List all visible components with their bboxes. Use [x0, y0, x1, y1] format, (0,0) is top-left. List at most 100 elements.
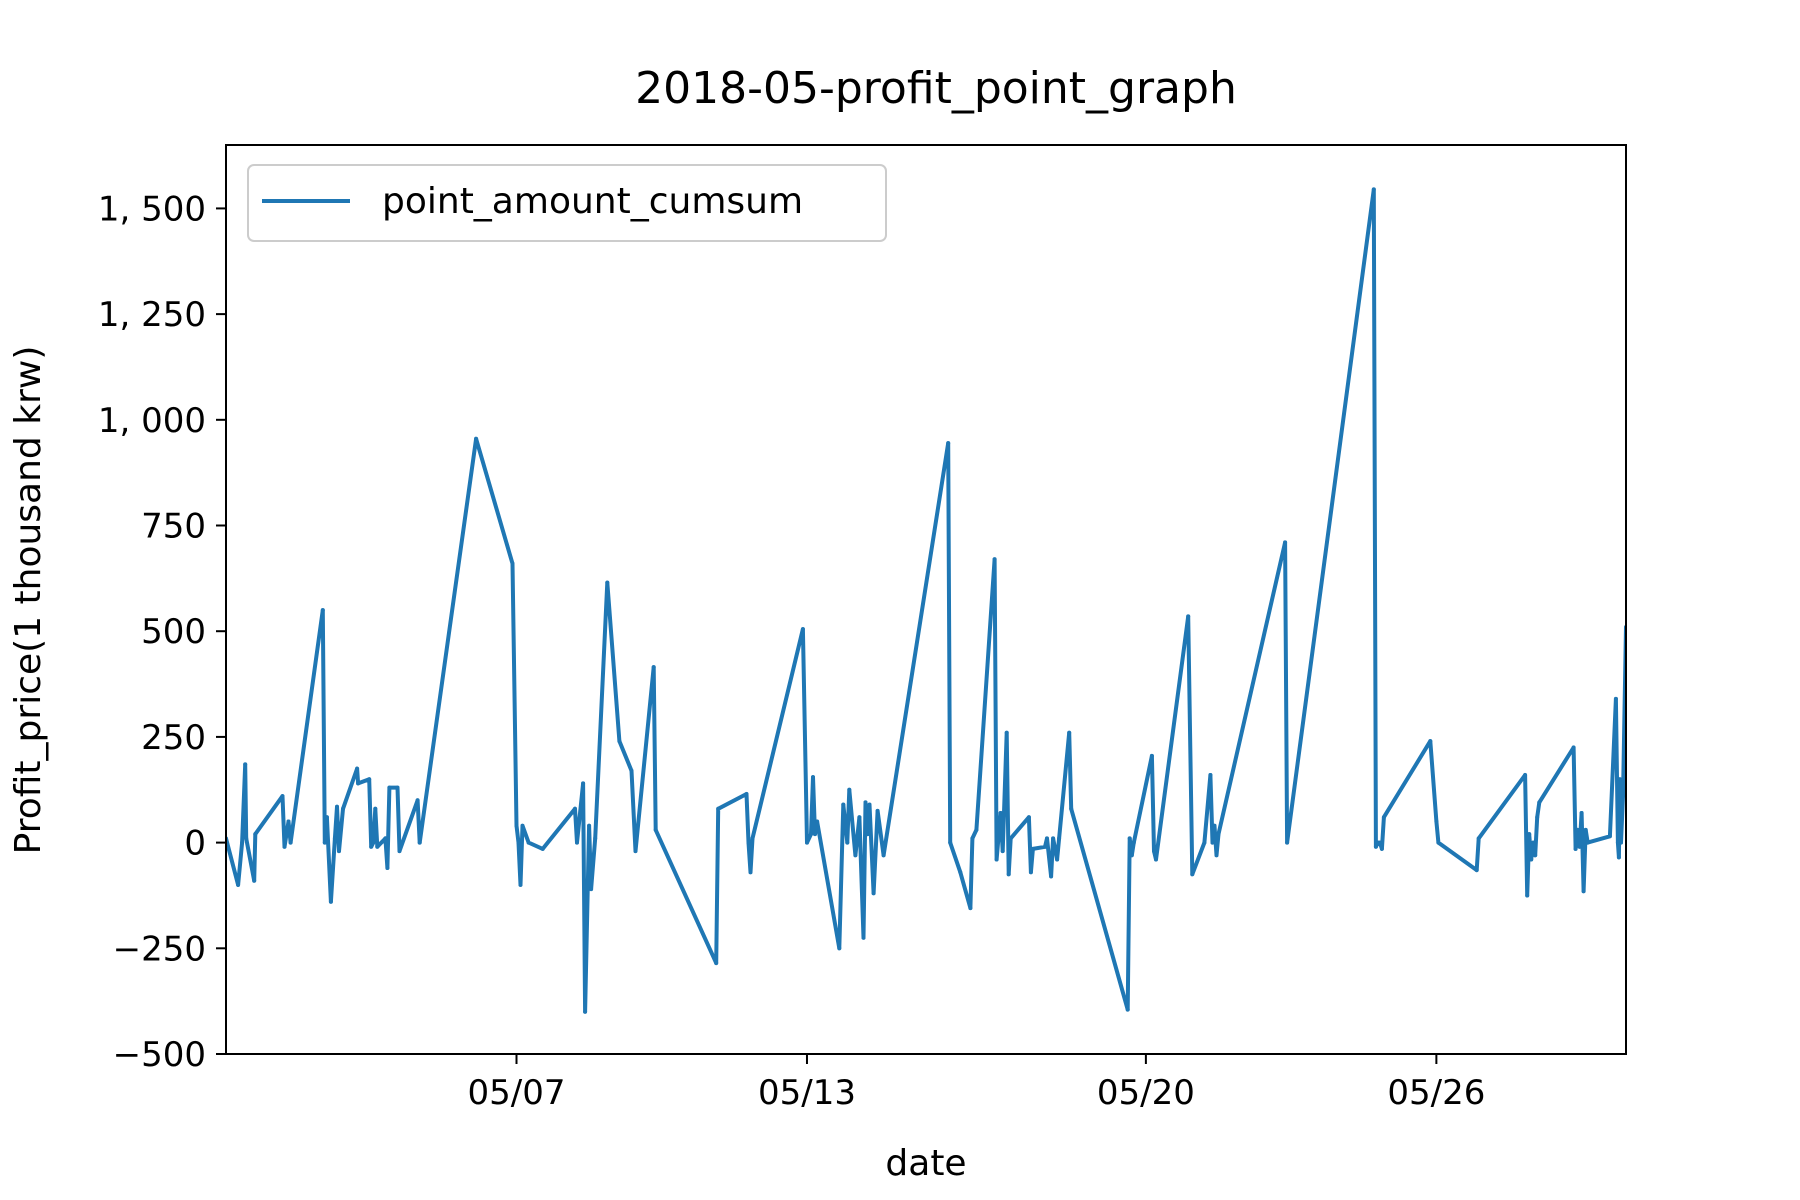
- data-point: [1069, 806, 1074, 811]
- data-point: [845, 840, 850, 845]
- data-point: [1127, 836, 1132, 841]
- data-point: [1616, 855, 1621, 860]
- data-point: [1577, 844, 1582, 849]
- data-point: [1371, 187, 1376, 192]
- data-point: [373, 806, 378, 811]
- y-tick-label: 1, 500: [98, 189, 206, 229]
- data-point: [252, 878, 257, 883]
- data-point: [1208, 773, 1213, 777]
- data-point: [282, 844, 287, 849]
- data-point: [371, 840, 376, 845]
- data-point: [1067, 730, 1072, 735]
- data-point: [1212, 823, 1217, 828]
- data-point: [516, 840, 521, 845]
- data-point: [1008, 836, 1013, 841]
- data-point: [1051, 836, 1056, 841]
- data-point: [633, 849, 638, 854]
- data-point: [1573, 846, 1578, 851]
- data-point: [383, 836, 388, 841]
- data-point: [815, 819, 820, 824]
- data-point: [968, 906, 973, 911]
- x-tick-label: 05/26: [1387, 1073, 1485, 1113]
- data-point: [861, 935, 866, 940]
- data-point: [744, 792, 749, 796]
- data-point: [871, 891, 876, 896]
- legend-box: [247, 164, 887, 242]
- data-point: [1028, 870, 1033, 875]
- data-point: [1057, 836, 1062, 841]
- data-point: [867, 802, 872, 807]
- y-tick-label: 750: [141, 507, 206, 547]
- data-point: [415, 798, 420, 803]
- data-point: [514, 823, 519, 828]
- x-tick-label: 05/07: [467, 1073, 565, 1113]
- data-point: [1615, 840, 1620, 845]
- data-point: [328, 899, 333, 904]
- data-point: [1045, 836, 1049, 841]
- data-point: [1527, 832, 1532, 837]
- data-point: [809, 832, 813, 837]
- data-point: [716, 806, 721, 811]
- data-point: [1571, 745, 1576, 750]
- data-point: [244, 836, 249, 841]
- data-point: [1436, 840, 1441, 845]
- data-point: [1607, 834, 1612, 839]
- data-point: [1214, 853, 1219, 858]
- data-point: [1434, 819, 1439, 824]
- y-tick-label: 0: [184, 824, 206, 864]
- data-point: [240, 840, 245, 845]
- data-point: [417, 840, 422, 845]
- data-point: [280, 794, 285, 799]
- data-point: [1190, 872, 1195, 877]
- data-point: [1617, 777, 1622, 782]
- data-point: [1583, 827, 1588, 832]
- data-point: [387, 785, 392, 790]
- y-tick-label: −250: [113, 929, 206, 969]
- data-point: [367, 777, 372, 782]
- data-point: [341, 806, 345, 811]
- data-point: [324, 815, 329, 820]
- data-point: [1579, 811, 1584, 815]
- data-point: [958, 870, 963, 875]
- data-point: [288, 840, 293, 845]
- data-point: [605, 580, 610, 585]
- data-point: [1525, 893, 1530, 898]
- data-point: [1043, 844, 1047, 849]
- data-point: [746, 840, 751, 845]
- data-point: [865, 832, 870, 837]
- data-point: [593, 836, 598, 841]
- y-tick-label: −500: [113, 1035, 206, 1075]
- data-point: [800, 627, 805, 632]
- data-point: [1285, 840, 1290, 845]
- data-point: [714, 961, 719, 966]
- legend: point_amount_cumsum: [247, 164, 887, 242]
- data-point: [1474, 868, 1479, 873]
- data-point: [1125, 1007, 1130, 1012]
- data-point: [857, 815, 862, 820]
- data-point: [1537, 800, 1542, 805]
- data-point: [1377, 840, 1382, 845]
- data-point: [1619, 840, 1623, 845]
- data-point: [236, 882, 241, 887]
- data-point: [474, 436, 479, 441]
- data-point: [974, 827, 979, 832]
- data-point: [1533, 853, 1538, 858]
- data-point: [750, 836, 755, 841]
- data-point: [1210, 840, 1215, 845]
- data-point: [369, 844, 374, 849]
- data-point: [520, 823, 525, 828]
- data-point: [1613, 696, 1618, 701]
- y-axis-label: Profit_price(1 thousand krw): [8, 346, 49, 855]
- data-point: [805, 840, 809, 845]
- data-point: [1131, 840, 1136, 845]
- data-point: [881, 853, 886, 858]
- x-tick-label: 05/13: [758, 1073, 856, 1113]
- data-point: [1004, 730, 1009, 735]
- data-point: [1186, 614, 1191, 619]
- data-point: [385, 866, 390, 870]
- data-point: [253, 832, 258, 837]
- data-point: [992, 557, 997, 562]
- data-point: [397, 849, 402, 854]
- data-point: [847, 787, 852, 792]
